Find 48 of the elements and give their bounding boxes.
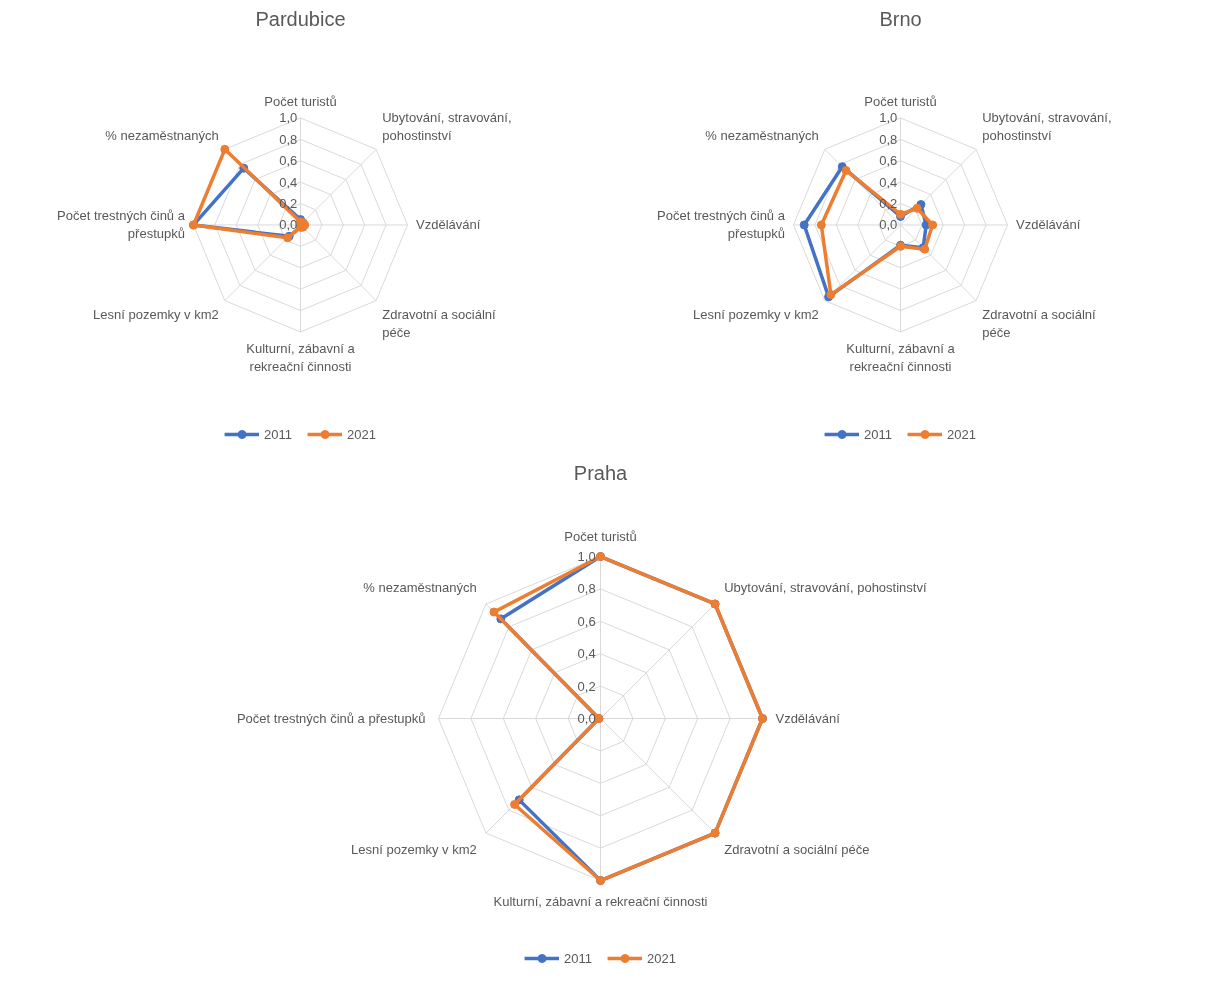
spoke-label: % nezaměstnaných	[705, 128, 819, 144]
spoke-label: Počet trestných činů a přestupků	[57, 208, 186, 242]
chart-title: Praha	[573, 461, 629, 484]
y-tick-label: 1,0	[879, 110, 898, 126]
spoke-label: Kulturní, zábavní a rekreační činnosti	[493, 893, 708, 909]
spoke-label: Ubytování, stravování, pohostinství	[724, 579, 927, 595]
legend-label: 2011	[564, 950, 593, 966]
y-tick-label: 0,8	[279, 131, 298, 147]
spoke-label: Vzdělávání	[1016, 217, 1081, 233]
spoke-label: Zdravotní a sociální péče	[724, 842, 870, 858]
spoke-label: Vzdělávání	[416, 217, 481, 233]
y-tick-label: 1,0	[577, 549, 596, 565]
spoke-label: Zdravotní a sociální péče	[382, 306, 497, 340]
y-tick-label: 0,4	[279, 174, 298, 190]
spoke-label: Lesní pozemky v km2	[351, 842, 477, 858]
y-tick-label: 0,6	[879, 153, 898, 169]
spoke-label: Lesní pozemky v km2	[693, 306, 819, 322]
y-tick-label: 0,8	[879, 131, 898, 147]
spoke-label: Počet turistů	[564, 528, 637, 544]
y-tick-label: 0,6	[279, 153, 298, 169]
y-tick-label: 1,0	[279, 110, 298, 126]
spoke-label: % nezaměstnaných	[105, 128, 219, 144]
legend-label: 2011	[264, 426, 293, 442]
spoke-label: Ubytování, stravování, pohostinství	[982, 110, 1112, 144]
y-tick-label: 0,0	[279, 217, 298, 233]
spoke-label: Počet turistů	[864, 94, 937, 110]
legend-label: 2021	[347, 426, 376, 442]
spoke-label: Zdravotní a sociální péče	[982, 306, 1097, 340]
y-tick-label: 0,2	[577, 678, 596, 694]
spoke-label: Kulturní, zábavní a rekreační činnosti	[846, 340, 956, 374]
spoke-label: Počet trestných činů a přestupků	[236, 711, 426, 727]
chart-title: Pardubice	[255, 7, 346, 30]
spoke-label: Ubytování, stravování, pohostinství	[382, 110, 512, 144]
y-tick-label: 0,4	[577, 646, 596, 662]
spoke-label: Vzdělávání	[775, 711, 841, 727]
y-tick-label: 0,0	[879, 217, 898, 233]
chart-title: Brno	[879, 7, 922, 30]
y-tick-label: 0,4	[879, 174, 898, 190]
spoke-label: Počet trestných činů a přestupků	[657, 208, 786, 242]
spoke-label: Lesní pozemky v km2	[93, 306, 219, 322]
legend-label: 2011	[864, 426, 893, 442]
legend-label: 2021	[947, 426, 976, 442]
spoke-label: Kulturní, zábavní a rekreační činnosti	[246, 340, 356, 374]
spoke-label: Počet turistů	[264, 94, 337, 110]
y-tick-label: 0,8	[577, 581, 596, 597]
y-tick-label: 0,6	[577, 613, 596, 629]
spoke-label: % nezaměstnaných	[363, 579, 477, 595]
legend-label: 2021	[647, 950, 676, 966]
